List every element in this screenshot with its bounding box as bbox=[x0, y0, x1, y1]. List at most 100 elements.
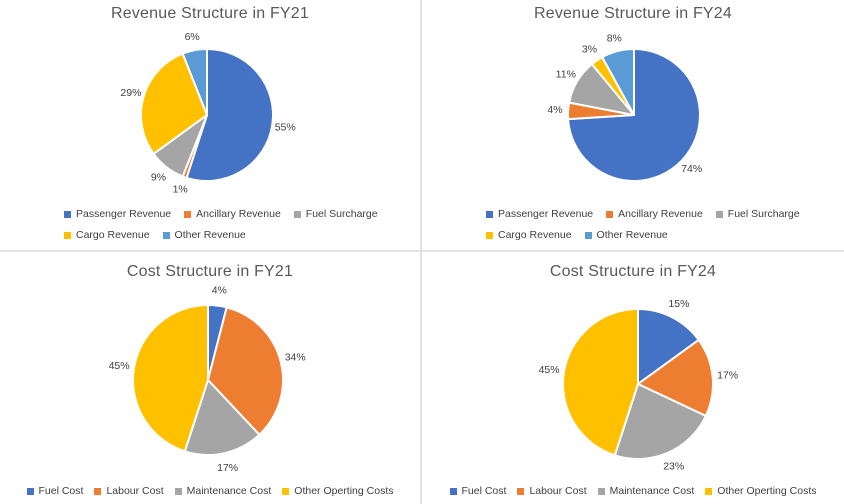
legend-cost-fy21: Fuel Cost Labour Cost Maintenance Cost Othe… bbox=[0, 485, 420, 497]
pie-chart-revenue-fy21: 55% 1% 9% 29% 6% bbox=[120, 31, 296, 196]
legend-label: Other Revenue bbox=[596, 229, 668, 241]
chart-title-revenue-fy24: Revenue Structure in FY24 bbox=[534, 5, 732, 22]
legend-item-labour-cost: Labour Cost bbox=[517, 485, 587, 497]
pie-chart-revenue-fy24: 74% 4% 11% 3% 8% bbox=[547, 32, 702, 182]
pie-slice-other-operting-costs bbox=[132, 304, 209, 453]
legend-label: Ancillary Revenue bbox=[618, 208, 703, 220]
legend-row: Fuel Cost Labour Cost Maintenance Cost Othe… bbox=[26, 485, 394, 497]
data-label-fuel-cost: 15% bbox=[668, 298, 689, 310]
pie-slice-other-revenue bbox=[601, 48, 635, 116]
chart-title-cost-fy24: Cost Structure in FY24 bbox=[549, 263, 717, 280]
pie-slice-labour-cost bbox=[637, 338, 714, 417]
data-label-other-operting-costs: 45% bbox=[539, 364, 560, 376]
legend-label: Fuel Surcharge bbox=[727, 208, 800, 220]
pie-slice-other-operting-costs bbox=[562, 308, 639, 457]
data-label-other-revenue: 8% bbox=[607, 32, 622, 44]
legend-label: Fuel Cost bbox=[38, 485, 84, 497]
data-label-maintenance-cost: 17% bbox=[217, 462, 238, 474]
panel-revenue-fy21: Revenue Structure in FY21 55% 1% 9% 29% 6% P… bbox=[0, 0, 422, 252]
legend-row: Fuel Cost Labour Cost Maintenance Cost Othe… bbox=[449, 485, 817, 497]
legend-swatch-icon bbox=[293, 210, 301, 218]
legend-item-fuel-cost: Fuel Cost bbox=[449, 485, 507, 497]
data-label-passenger-revenue: 55% bbox=[275, 121, 296, 133]
legend-label: Ancillary Revenue bbox=[196, 208, 281, 220]
legend-swatch-icon bbox=[705, 487, 713, 495]
pie-chart-cost-fy21: 4% 34% 17% 45% bbox=[109, 285, 306, 474]
legend-revenue-fy21: Passenger Revenue Ancillary Revenue Fuel S… bbox=[64, 208, 378, 241]
data-label-passenger-revenue: 74% bbox=[681, 163, 702, 175]
chart-title-cost-fy21: Cost Structure in FY21 bbox=[126, 263, 294, 280]
legend-item-passenger-revenue: Passenger Revenue bbox=[486, 208, 593, 220]
legend-swatch-icon bbox=[174, 487, 182, 495]
legend-item-fuel-surcharge: Fuel Surcharge bbox=[715, 208, 800, 220]
panel-cost-fy24: Cost Structure in FY24 15% 17% 23% 45% Fuel… bbox=[422, 252, 844, 504]
legend-item-maintenance-cost: Maintenance Cost bbox=[597, 485, 695, 497]
data-label-maintenance-cost: 23% bbox=[663, 461, 684, 473]
legend-item-other-revenue: Other Revenue bbox=[584, 229, 668, 241]
legend-row: Cargo Revenue Other Revenue bbox=[486, 229, 668, 241]
pie-slice-passenger-revenue bbox=[185, 48, 274, 182]
chart-title-revenue-fy21: Revenue Structure in FY21 bbox=[111, 5, 309, 22]
legend-item-labour-cost: Labour Cost bbox=[94, 485, 164, 497]
legend-item-fuel-cost: Fuel Cost bbox=[26, 485, 84, 497]
legend-item-ancillary-revenue: Ancillary Revenue bbox=[606, 208, 703, 220]
legend-swatch-icon bbox=[597, 487, 605, 495]
data-label-fuel-surcharge: 9% bbox=[151, 172, 166, 184]
legend-item-cargo-revenue: Cargo Revenue bbox=[64, 229, 150, 241]
pie-slice-maintenance-cost bbox=[183, 379, 261, 456]
data-label-ancillary-revenue: 4% bbox=[547, 104, 562, 116]
legend-label: Fuel Surcharge bbox=[305, 208, 378, 220]
pie-chart-cost-fy24: 15% 17% 23% 45% bbox=[539, 298, 739, 473]
legend-swatch-icon bbox=[94, 487, 102, 495]
legend-item-fuel-surcharge: Fuel Surcharge bbox=[293, 208, 378, 220]
legend-swatch-icon bbox=[282, 487, 290, 495]
data-label-labour-cost: 17% bbox=[717, 370, 738, 382]
legend-swatch-icon bbox=[517, 487, 525, 495]
legend-cost-fy24: Fuel Cost Labour Cost Maintenance Cost Othe… bbox=[422, 485, 844, 497]
panel-cost-fy21: Cost Structure in FY21 4% 34% 17% 45% Fuel … bbox=[0, 252, 422, 504]
data-label-ancillary-revenue: 1% bbox=[173, 184, 188, 196]
legend-label: Passenger Revenue bbox=[498, 208, 594, 220]
legend-item-cargo-revenue: Cargo Revenue bbox=[486, 229, 572, 241]
legend-row: Passenger Revenue Ancillary Revenue Fuel S… bbox=[486, 208, 800, 220]
legend-item-other-operting-costs: Other Operting Costs bbox=[282, 485, 394, 497]
legend-swatch-icon bbox=[64, 210, 71, 218]
legend-swatch-icon bbox=[26, 487, 34, 495]
pie-slice-fuel-cost bbox=[637, 308, 700, 385]
data-label-other-operting-costs: 45% bbox=[109, 360, 130, 372]
legend-row: Cargo Revenue Other Revenue bbox=[64, 229, 246, 241]
data-label-other-revenue: 6% bbox=[185, 31, 200, 43]
data-label-cargo-revenue: 29% bbox=[120, 87, 141, 99]
data-label-fuel-cost: 4% bbox=[212, 285, 227, 297]
legend-row: Passenger Revenue Ancillary Revenue Fuel S… bbox=[64, 208, 378, 220]
legend-label: Passenger Revenue bbox=[76, 208, 172, 220]
legend-item-ancillary-revenue: Ancillary Revenue bbox=[184, 208, 281, 220]
legend-label: Other Revenue bbox=[174, 229, 246, 241]
legend-label: Maintenance Cost bbox=[609, 485, 695, 497]
legend-swatch-icon bbox=[715, 210, 723, 218]
data-label-fuel-surcharge: 11% bbox=[556, 69, 576, 81]
data-label-cargo-revenue: 3% bbox=[582, 44, 597, 56]
legend-swatch-icon bbox=[486, 231, 493, 239]
pie-slice-labour-cost bbox=[207, 306, 284, 436]
legend-label: Maintenance Cost bbox=[186, 485, 272, 497]
legend-label: Cargo Revenue bbox=[76, 229, 150, 241]
legend-swatch-icon bbox=[584, 231, 592, 239]
legend-label: Cargo Revenue bbox=[498, 229, 572, 241]
legend-swatch-icon bbox=[64, 231, 71, 239]
legend-item-maintenance-cost: Maintenance Cost bbox=[174, 485, 272, 497]
legend-label: Other Operting Costs bbox=[294, 485, 394, 497]
legend-item-other-revenue: Other Revenue bbox=[162, 229, 246, 241]
panel-revenue-fy24: Revenue Structure in FY24 74% 4% 11% 3% 8% P… bbox=[422, 0, 844, 252]
legend-revenue-fy24: Passenger Revenue Ancillary Revenue Fuel S… bbox=[486, 208, 800, 241]
legend-swatch-icon bbox=[449, 487, 457, 495]
data-label-labour-cost: 34% bbox=[285, 352, 306, 364]
legend-swatch-icon bbox=[606, 210, 614, 218]
pie-slice-maintenance-cost bbox=[613, 383, 707, 460]
legend-swatch-icon bbox=[162, 231, 170, 239]
pie-slice-cargo-revenue bbox=[140, 52, 208, 155]
legend-label: Labour Cost bbox=[529, 485, 587, 497]
legend-label: Fuel Cost bbox=[461, 485, 507, 497]
pie-slice-other-revenue bbox=[181, 47, 208, 116]
